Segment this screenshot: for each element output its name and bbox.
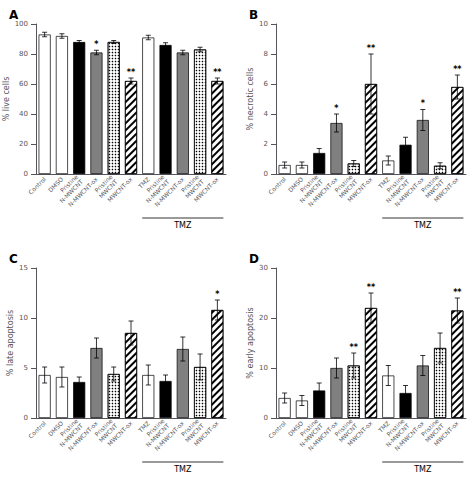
svg-text:% necrotic cells: % necrotic cells	[246, 68, 255, 131]
svg-text:*: *	[421, 99, 426, 108]
svg-text:0: 0	[24, 170, 28, 178]
svg-text:**: **	[350, 343, 359, 352]
svg-text:*: *	[94, 40, 99, 49]
svg-text:15: 15	[19, 264, 28, 272]
svg-text:**: **	[367, 283, 376, 292]
svg-text:Pristine: Pristine	[298, 173, 320, 194]
svg-text:10: 10	[259, 364, 268, 372]
svg-text:6: 6	[264, 80, 269, 88]
svg-text:TMZ: TMZ	[413, 465, 432, 474]
svg-text:N-MWCNT-ox: N-MWCNT-ox	[307, 175, 340, 208]
svg-text:% live cells: % live cells	[2, 77, 11, 122]
svg-text:DMSO: DMSO	[46, 175, 65, 194]
svg-text:4: 4	[264, 110, 269, 118]
svg-text:Pristine: Pristine	[179, 417, 201, 438]
svg-text:**: **	[453, 288, 462, 297]
svg-text:40: 40	[19, 110, 28, 118]
svg-text:Pristine: Pristine	[93, 173, 114, 194]
svg-text:% early apoptosis: % early apoptosis	[246, 307, 255, 378]
svg-text:Pristine: Pristine	[58, 173, 80, 194]
svg-text:% late apoptosis: % late apoptosis	[6, 310, 15, 376]
svg-text:0: 0	[264, 170, 268, 178]
svg-text:Pristine: Pristine	[419, 417, 441, 438]
svg-text:**: **	[127, 68, 136, 77]
svg-text:DMSO: DMSO	[286, 175, 305, 194]
svg-text:8: 8	[264, 50, 268, 58]
svg-text:TMZ: TMZ	[136, 175, 151, 190]
svg-text:MWCNT-ox: MWCNT-ox	[106, 419, 134, 447]
svg-text:DMSO: DMSO	[46, 419, 65, 438]
svg-text:N-MWCNT-ox: N-MWCNT-ox	[153, 419, 186, 452]
svg-text:TMZ: TMZ	[136, 419, 151, 434]
svg-text:10: 10	[19, 314, 28, 322]
svg-text:Control: Control	[27, 419, 47, 439]
svg-text:TMZ: TMZ	[376, 175, 391, 190]
svg-text:80: 80	[19, 50, 28, 58]
svg-text:5: 5	[24, 364, 28, 372]
svg-text:20: 20	[259, 314, 268, 322]
svg-text:Control: Control	[27, 175, 47, 195]
svg-text:Pristine: Pristine	[144, 417, 166, 438]
svg-text:MWCNT-ox: MWCNT-ox	[346, 419, 374, 447]
svg-text:Pristine: Pristine	[58, 417, 80, 438]
svg-text:Pristine: Pristine	[419, 173, 441, 194]
svg-text:60: 60	[19, 80, 28, 88]
svg-text:*: *	[215, 290, 220, 299]
svg-text:Pristine: Pristine	[384, 417, 406, 438]
svg-text:N-MWCNT-ox: N-MWCNT-ox	[393, 419, 426, 452]
svg-text:A: A	[9, 8, 19, 22]
svg-text:TMZ: TMZ	[376, 419, 391, 434]
svg-text:10: 10	[259, 20, 268, 28]
svg-text:TMZ: TMZ	[173, 221, 192, 230]
svg-text:DMSO: DMSO	[286, 419, 305, 438]
svg-text:N-MWCNT-ox: N-MWCNT-ox	[153, 175, 186, 208]
svg-text:100: 100	[14, 20, 28, 28]
svg-text:Pristine: Pristine	[93, 417, 114, 438]
svg-text:MWCNT-ox: MWCNT-ox	[346, 175, 374, 203]
svg-text:N-MWCNT-ox: N-MWCNT-ox	[307, 419, 340, 452]
svg-text:Pristine: Pristine	[144, 173, 166, 194]
svg-text:0: 0	[264, 414, 268, 422]
svg-text:MWCNT-ox: MWCNT-ox	[106, 175, 134, 203]
svg-text:MWCNT-ox: MWCNT-ox	[192, 175, 220, 203]
svg-text:MWCNT-ox: MWCNT-ox	[192, 419, 220, 447]
svg-text:Pristine: Pristine	[384, 173, 406, 194]
svg-text:20: 20	[19, 140, 28, 148]
svg-text:MWCNT-ox: MWCNT-ox	[432, 419, 460, 447]
svg-text:Pristine: Pristine	[179, 173, 201, 194]
svg-text:**: **	[453, 65, 462, 74]
svg-text:TMZ: TMZ	[413, 221, 432, 230]
svg-text:C: C	[9, 252, 18, 266]
svg-text:Control: Control	[267, 175, 287, 195]
svg-text:30: 30	[259, 264, 268, 272]
svg-text:Pristine: Pristine	[333, 173, 354, 194]
svg-text:MWCNT-ox: MWCNT-ox	[432, 175, 460, 203]
svg-text:**: **	[213, 68, 222, 77]
svg-text:N-MWCNT-ox: N-MWCNT-ox	[393, 175, 426, 208]
svg-text:Pristine: Pristine	[298, 417, 320, 438]
svg-text:Control: Control	[267, 419, 287, 439]
svg-text:2: 2	[264, 140, 268, 148]
svg-text:D: D	[249, 252, 259, 266]
svg-text:TMZ: TMZ	[173, 465, 192, 474]
svg-text:*: *	[334, 104, 339, 113]
svg-text:N-MWCNT-ox: N-MWCNT-ox	[67, 175, 100, 208]
svg-text:B: B	[249, 8, 258, 22]
svg-text:Pristine: Pristine	[333, 417, 354, 438]
svg-text:0: 0	[24, 414, 28, 422]
svg-text:N-MWCNT-ox: N-MWCNT-ox	[67, 419, 100, 452]
svg-text:**: **	[367, 44, 376, 53]
